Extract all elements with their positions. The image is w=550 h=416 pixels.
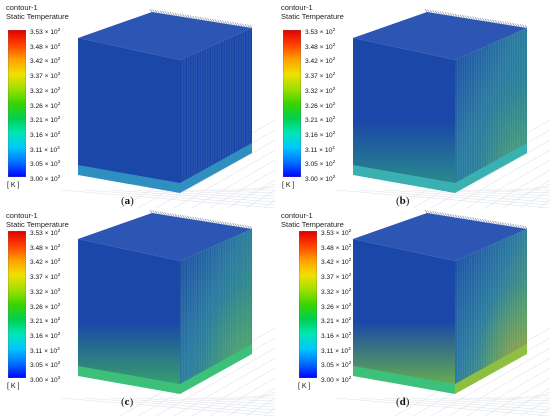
colorbar-tick-label: 3.26 × 102	[321, 301, 352, 311]
heatsink-base-side	[180, 344, 252, 394]
colorbar-tick-label: 3.05 × 102	[305, 159, 336, 169]
contour-panel-d: contour-1 Static Temperature 3.53 × 102 3…	[275, 208, 550, 416]
heatsink-hot-spot	[455, 28, 527, 188]
contour-panel-c: contour-1 Static Temperature 3.53 × 102 3…	[0, 208, 275, 416]
heatsink-top-face	[353, 213, 527, 261]
colorbar-tick-label: 3.16 × 102	[305, 129, 336, 139]
floor-grid	[59, 119, 275, 208]
colorbar-tick-label: 3.11 × 102	[30, 144, 60, 154]
colorbar-tick-label: 3.16 × 102	[321, 330, 352, 340]
colorbar-tick-label: 3.53 × 102	[305, 27, 336, 36]
colorbar	[283, 30, 301, 177]
heatsink-top-face	[353, 12, 527, 60]
colorbar-tick-label: 3.37 × 102	[30, 71, 61, 81]
colorbar-tick-label: 3.48 × 102	[30, 41, 61, 51]
colorbar-tick-label: 3.26 × 102	[30, 301, 61, 311]
colorbar-tick-label: 3.11 × 102	[30, 345, 60, 355]
colorbar-tick-label: 3.21 × 102	[321, 316, 352, 326]
legend-title-line1: contour-1	[281, 3, 313, 12]
colorbar-tick-label: 3.11 × 102	[305, 144, 335, 154]
colorbar-tick-label: 3.32 × 102	[305, 85, 336, 95]
colorbar-tick-label: 3.42 × 102	[30, 56, 61, 66]
colorbar	[8, 30, 26, 177]
panel-caption-b: (b)	[396, 195, 410, 207]
colorbar-tick-label: 3.48 × 102	[30, 242, 61, 252]
heatsink-hot-spot	[180, 229, 252, 389]
unit-label: [ K ]	[7, 182, 20, 189]
colorbar	[299, 231, 317, 378]
colorbar-tick-label: 3.26 × 102	[30, 100, 61, 110]
heatsink-top-face	[78, 12, 252, 60]
colorbar-tick-label: 3.16 × 102	[30, 330, 61, 340]
heatsink-render	[59, 209, 275, 416]
heatsink-hot-spot	[180, 28, 252, 188]
contour-panel-b: contour-1 Static Temperature 3.53 × 102 3…	[275, 0, 550, 208]
heatsink-front-face	[78, 239, 180, 389]
legend-title-line2: Static Temperature	[6, 220, 69, 229]
heatsink-hot-spot	[455, 229, 527, 389]
colorbar-tick-label: 3.21 × 102	[30, 316, 61, 326]
colorbar	[8, 231, 26, 378]
heatsink-fins	[149, 8, 253, 187]
heatsink-fins	[424, 209, 528, 388]
heatsink-front-face	[78, 38, 180, 188]
colorbar-tick-label: 3.05 × 102	[30, 360, 61, 370]
heatsink-base-plate	[353, 366, 455, 394]
heatsink-front-face	[353, 38, 455, 188]
legend-title-line1: contour-1	[281, 211, 313, 220]
heatsink-base-side	[180, 143, 252, 193]
colorbar-tick-label: 3.00 × 102	[321, 375, 352, 384]
panel-caption-d: (d)	[396, 396, 410, 408]
colorbar-tick-label: 3.16 × 102	[30, 129, 61, 139]
colorbar-tick-label: 3.37 × 102	[30, 272, 61, 282]
colorbar-tick-label: 3.53 × 102	[30, 228, 61, 237]
panel-caption-a: (a)	[121, 195, 134, 207]
heatsink-top-face	[78, 213, 252, 261]
legend-title-line1: contour-1	[6, 3, 38, 12]
legend-title-line2: Static Temperature	[6, 12, 69, 21]
heatsink-render	[334, 209, 550, 416]
colorbar-tick-label: 3.53 × 102	[321, 228, 352, 237]
colorbar-tick-label: 3.00 × 102	[30, 174, 61, 183]
colorbar-tick-label: 3.37 × 102	[321, 272, 352, 282]
colorbar-tick-label: 3.11 × 102	[321, 345, 351, 355]
unit-label: [ K ]	[282, 182, 295, 189]
colorbar-tick-label: 3.00 × 102	[305, 174, 336, 183]
panel-caption-c: (c)	[121, 396, 134, 408]
colorbar-tick-label: 3.26 × 102	[305, 100, 336, 110]
colorbar-tick-label: 3.37 × 102	[305, 71, 336, 81]
heatsink-fins	[149, 209, 253, 388]
colorbar-tick-label: 3.48 × 102	[321, 242, 352, 252]
unit-label: [ K ]	[7, 383, 20, 390]
heatsink-fins	[424, 8, 528, 187]
heatsink-render	[334, 8, 550, 208]
heatsink-base-plate	[78, 366, 180, 394]
heatsink-base-plate	[353, 165, 455, 193]
colorbar-tick-label: 3.00 × 102	[30, 375, 61, 384]
legend-title-line2: Static Temperature	[281, 12, 344, 21]
colorbar-tick-label: 3.05 × 102	[30, 159, 61, 169]
contour-panel-a: contour-1 Static Temperature 3.53 × 102 3…	[0, 0, 275, 208]
colorbar-tick-label: 3.48 × 102	[305, 41, 336, 51]
legend-title-line1: contour-1	[6, 211, 38, 220]
colorbar-tick-label: 3.42 × 102	[30, 257, 61, 267]
heatsink-front-face	[353, 239, 455, 389]
colorbar-tick-label: 3.21 × 102	[30, 115, 61, 125]
heatsink-base-side	[455, 143, 527, 193]
colorbar-tick-label: 3.42 × 102	[321, 257, 352, 267]
unit-label: [ K ]	[298, 383, 311, 390]
colorbar-tick-label: 3.32 × 102	[30, 286, 61, 296]
heatsink-base-side	[455, 344, 527, 394]
heatsink-render	[59, 8, 275, 208]
colorbar-tick-label: 3.05 × 102	[321, 360, 352, 370]
colorbar-tick-label: 3.32 × 102	[321, 286, 352, 296]
colorbar-tick-label: 3.53 × 102	[30, 27, 61, 36]
legend-title-line2: Static Temperature	[281, 220, 344, 229]
colorbar-tick-label: 3.32 × 102	[30, 85, 61, 95]
heatsink-base-plate	[78, 165, 180, 193]
colorbar-tick-label: 3.21 × 102	[305, 115, 336, 125]
colorbar-tick-label: 3.42 × 102	[305, 56, 336, 66]
